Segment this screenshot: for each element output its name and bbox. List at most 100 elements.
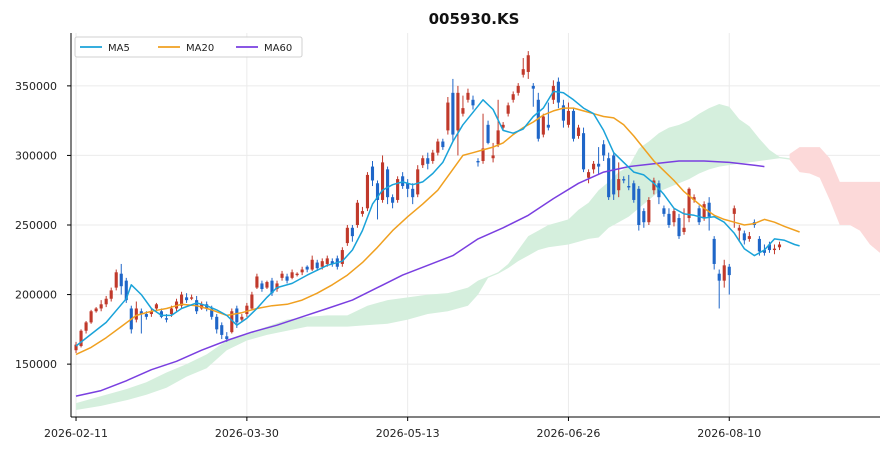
candle-121: [682, 208, 686, 235]
candle-body: [727, 266, 731, 276]
candle-122: [687, 187, 691, 223]
candle-body: [732, 208, 736, 214]
candle-44: [295, 272, 299, 277]
candle-47: [310, 255, 314, 271]
candle-body: [360, 211, 364, 214]
candle-body: [581, 133, 586, 170]
candle-body: [607, 158, 611, 198]
legend-label-0: MA5: [108, 43, 130, 54]
x-tick-label-4: 2026-08-10: [697, 427, 761, 440]
candle-97: [561, 99, 565, 128]
candle-57: [360, 206, 364, 217]
candle-body: [144, 314, 148, 317]
candle-body: [597, 163, 601, 167]
candle-89: [521, 58, 525, 78]
candle-112: [637, 186, 641, 231]
candle-body: [411, 188, 415, 198]
candle-25: [200, 301, 204, 310]
candle-34: [245, 302, 249, 317]
candle-body: [114, 272, 118, 288]
candle-13: [139, 308, 143, 334]
candle-body: [707, 202, 711, 217]
candle-body: [84, 322, 88, 331]
candle-102: [587, 169, 591, 184]
candle-body: [99, 304, 103, 309]
x-tick-label-2: 2026-05-13: [376, 427, 440, 440]
candle-130: [727, 263, 731, 295]
candle-78: [466, 88, 470, 103]
x-tick-label-1: 2026-03-30: [215, 427, 279, 440]
candle-body: [602, 144, 606, 156]
candle-117: [662, 205, 666, 217]
candle-body: [340, 250, 344, 264]
candle-body: [79, 330, 83, 347]
candle-61: [380, 155, 385, 203]
candle-70: [426, 152, 430, 170]
candle-83: [491, 142, 495, 163]
candle-133: [742, 230, 746, 245]
candle-4: [94, 307, 98, 313]
candle-128: [717, 269, 721, 309]
candle-body: [375, 183, 380, 200]
candle-131: [732, 205, 736, 228]
candle-body: [330, 261, 334, 264]
candle-body: [305, 266, 309, 270]
candle-86: [506, 102, 510, 117]
candle-74: [446, 97, 450, 135]
candle-body: [446, 102, 450, 131]
axes: 150000 200000 250000 300000 350000 2026-02-11…: [15, 33, 880, 440]
ma5-line: [75, 90, 800, 347]
candle-body: [642, 211, 646, 223]
candle-body: [220, 325, 224, 335]
candle-body: [777, 244, 782, 248]
candle-body: [717, 273, 721, 281]
candle-63: [391, 194, 395, 209]
cloud-bearish-band: [789, 147, 880, 253]
candle-body: [657, 183, 661, 198]
candle-body: [471, 99, 475, 106]
candle-body: [119, 273, 123, 287]
candle-body: [255, 276, 259, 288]
candle-38: [265, 280, 269, 289]
candle-body: [576, 127, 581, 136]
candle-body: [295, 273, 299, 276]
candle-119: [672, 208, 676, 227]
candle-body: [496, 130, 500, 145]
candle-body: [275, 283, 279, 289]
candle-111: [632, 180, 636, 203]
y-tick-label-4: 350000: [15, 80, 57, 93]
y-tick-label-1: 200000: [15, 289, 57, 302]
candle-body: [164, 318, 169, 320]
candle-100: [576, 124, 581, 139]
candle-body: [737, 227, 741, 231]
candle-56: [355, 199, 359, 228]
candle-28: [215, 314, 219, 334]
candle-65: [401, 172, 405, 189]
ma60-line: [75, 160, 765, 397]
candle-body: [612, 155, 616, 195]
candle-62: [386, 166, 390, 205]
candle-139: [772, 244, 777, 255]
candle-22: [185, 293, 189, 303]
candle-81: [481, 113, 485, 164]
candle-77: [461, 95, 465, 117]
candle-73: [441, 138, 445, 150]
candle-101: [581, 127, 586, 173]
candle-36: [255, 273, 259, 289]
candle-body: [159, 311, 164, 317]
candle-body: [210, 308, 214, 317]
candle-body: [416, 169, 420, 195]
candle-0: [74, 341, 78, 353]
candle-12: [134, 301, 138, 323]
candle-67: [411, 183, 415, 205]
candle-42: [285, 273, 289, 284]
grid-lines: [71, 33, 880, 417]
candle-94: [546, 102, 550, 131]
candle-body: [772, 248, 777, 251]
candle-body: [245, 305, 249, 315]
candle-124: [697, 205, 701, 225]
candle-90: [526, 51, 530, 79]
candle-body: [365, 174, 370, 209]
candle-118: [667, 208, 671, 228]
